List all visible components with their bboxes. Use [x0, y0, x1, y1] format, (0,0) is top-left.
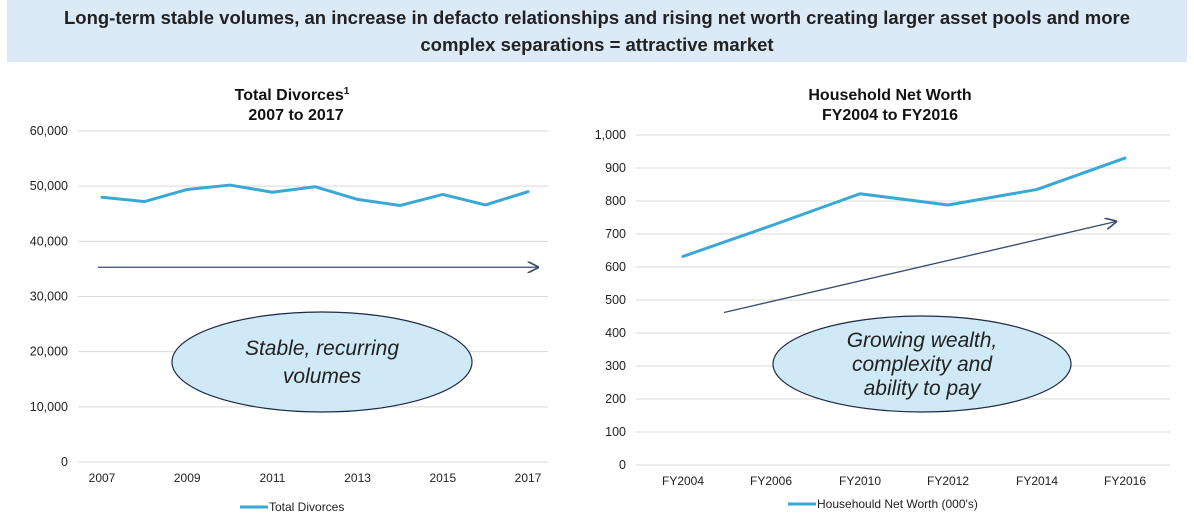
net-worth-legend-label: Househould Net Worth (000's): [817, 497, 978, 511]
net-worth-y-tick-label: 1,000: [595, 128, 626, 142]
net-worth-callout-text: complexity and: [852, 353, 993, 376]
net-worth-callout-ellipse: [772, 315, 1072, 413]
divorces-callout-text: Stable, recurring: [245, 337, 399, 360]
net-worth-x-tick-label: FY2006: [750, 474, 792, 488]
divorces-x-tick-label: 2013: [344, 471, 371, 485]
divorces-x-tick-label: 2009: [174, 471, 201, 485]
divorces-y-tick-label: 60,000: [30, 124, 68, 138]
net-worth-y-tick-label: 100: [605, 425, 626, 439]
net-worth-trend-arrow: [723, 221, 1116, 314]
net-worth-y-tick-label: 900: [605, 161, 626, 175]
headline-line-1: Long-term stable volumes, an increase in…: [63, 7, 1131, 28]
net-worth-x-tick-label: FY2014: [1016, 474, 1058, 488]
net-worth-y-tick-label: 300: [605, 359, 626, 373]
net-worth-y-tick-label: 700: [605, 227, 626, 241]
divorces-y-tick-label: 40,000: [30, 234, 68, 248]
divorces-x-tick-label: 2015: [429, 471, 456, 485]
net-worth-callout-text: Growing wealth,: [847, 329, 998, 352]
net-worth-x-tick-label: FY2016: [1104, 474, 1146, 488]
divorces-y-tick-label: 0: [61, 455, 68, 469]
headline-line-2: complex separations = attractive market: [420, 34, 774, 55]
net-worth-x-tick-label: FY2010: [839, 474, 881, 488]
divorces-chart-title: Total Divorces1: [235, 86, 350, 104]
divorces-y-tick-label: 10,000: [30, 400, 68, 414]
divorces-y-tick-label: 50,000: [30, 179, 68, 193]
net-worth-chart-title: Household Net Worth: [808, 87, 971, 104]
divorces-y-tick-label: 20,000: [30, 345, 68, 359]
divorces-legend-label: Total Divorces: [269, 500, 344, 514]
divorces-y-tick-label: 30,000: [30, 290, 68, 304]
net-worth-x-tick-label: FY2004: [662, 474, 704, 488]
net-worth-y-tick-label: 400: [605, 326, 626, 340]
divorces-callout-text: volumes: [283, 365, 362, 388]
net-worth-chart: Household Net Worth FY2004 to FY2016 1,0…: [595, 87, 1170, 511]
net-worth-callout-text: ability to pay: [864, 377, 982, 400]
net-worth-y-tick-label: 200: [605, 392, 626, 406]
net-worth-x-tick-label: FY2012: [927, 474, 969, 488]
divorces-callout-ellipse: [171, 311, 473, 413]
divorces-chart: Total Divorces1 2007 to 2017 60,000 50,00…: [30, 86, 548, 514]
headline-text: Long-term stable volumes, an increase in…: [22, 4, 1172, 58]
divorces-chart-subtitle: 2007 to 2017: [248, 107, 343, 124]
net-worth-y-tick-label: 0: [619, 458, 626, 472]
net-worth-y-tick-label: 800: [605, 194, 626, 208]
net-worth-y-tick-label: 600: [605, 260, 626, 274]
divorces-series-line: [100, 183, 530, 207]
divorces-x-tick-label: 2007: [89, 471, 116, 485]
headline-banner: Long-term stable volumes, an increase in…: [7, 0, 1187, 62]
net-worth-series-line: [681, 156, 1127, 258]
net-worth-chart-subtitle: FY2004 to FY2016: [822, 107, 958, 124]
divorces-x-tick-label: 2011: [259, 471, 285, 485]
divorces-x-tick-label: 2017: [515, 471, 542, 485]
net-worth-y-tick-label: 500: [605, 293, 626, 307]
